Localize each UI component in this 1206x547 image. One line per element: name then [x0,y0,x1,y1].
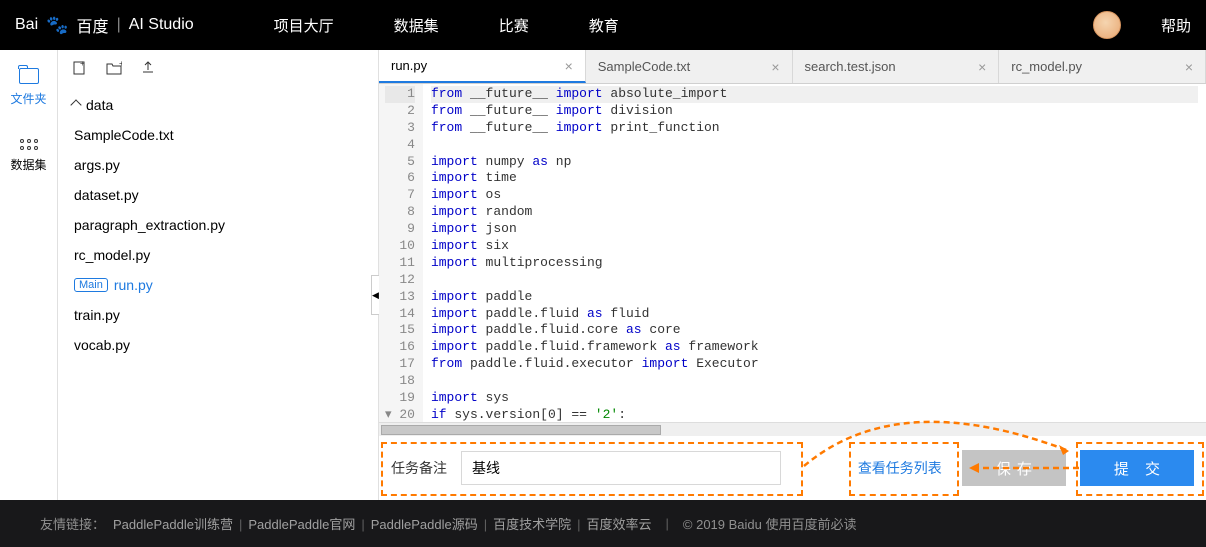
top-nav: Bai 🐾 百度 | AI Studio 项目大厅 数据集 比赛 教育 帮助 [0,0,1206,50]
rail-item[interactable]: 文件夹 [0,50,57,121]
chevron-icon [70,99,81,110]
file-toolbar: + + [58,50,378,86]
main-area: 文件夹数据集 + + data SampleCode.txtargs.pydat… [0,50,1206,500]
tab-label: SampleCode.txt [598,59,691,74]
nav-item[interactable]: 教育 [589,15,619,36]
avatar[interactable] [1093,11,1121,39]
footer: 友情链接： PaddlePaddle训练营|PaddlePaddle官网|Pad… [0,500,1206,547]
folder-name: data [86,97,113,113]
horizontal-scrollbar[interactable] [379,422,1206,436]
file-name: train.py [74,307,120,323]
file-row[interactable]: paragraph_extraction.py [58,210,378,240]
file-row[interactable]: Main run.py [58,270,378,300]
file-name: rc_model.py [74,247,150,263]
folder-row[interactable]: data [58,90,378,120]
footer-prefix: 友情链接： [40,514,105,533]
logo-suffix: AI Studio [129,16,194,34]
editor-tab[interactable]: search.test.json × [793,50,1000,83]
upload-icon[interactable] [140,60,156,76]
footer-link[interactable]: PaddlePaddle训练营 [113,517,233,532]
svg-text:+: + [80,60,85,68]
folder-icon [19,68,39,84]
nav-item[interactable]: 数据集 [394,15,439,36]
paw-icon: 🐾 [46,15,68,36]
rail-label: 数据集 [10,156,46,173]
rail-item[interactable]: 数据集 [0,121,57,187]
task-note-input[interactable] [461,451,781,485]
code-area[interactable]: 12345678910111213141516171819▾ 202122232… [379,84,1206,422]
code-lines[interactable]: from __future__ import absolute_importfr… [423,84,1206,422]
dots-icon [20,139,38,150]
footer-link[interactable]: 百度技术学院 [493,517,571,532]
nav-item[interactable]: 项目大厅 [274,15,334,36]
copyright: © 2019 Baidu 使用百度前必读 [683,514,857,533]
nav-item[interactable]: 比赛 [499,15,529,36]
close-icon[interactable]: × [771,59,779,75]
file-name: vocab.py [74,337,130,353]
tab-label: rc_model.py [1011,59,1082,74]
left-rail: 文件夹数据集 [0,50,58,500]
gutter: 12345678910111213141516171819▾ 202122232… [379,84,423,422]
collapse-handle[interactable]: ◀ [371,275,379,315]
footer-link[interactable]: PaddlePaddle官网 [248,517,355,532]
file-name: dataset.py [74,187,139,203]
close-icon[interactable]: × [565,58,573,74]
main-badge: Main [74,278,108,292]
file-name: paragraph_extraction.py [74,217,225,233]
tab-label: search.test.json [805,59,896,74]
file-row[interactable]: vocab.py [58,330,378,360]
help-link[interactable]: 帮助 [1161,15,1191,36]
task-panel: 任务备注 查看任务列表 保存 提 交 [379,436,1206,500]
editor-tab[interactable]: rc_model.py × [999,50,1206,83]
submit-button[interactable]: 提 交 [1080,450,1194,486]
file-row[interactable]: train.py [58,300,378,330]
file-tree: data SampleCode.txt args.py dataset.py para… [58,86,378,364]
new-file-icon[interactable]: + [72,60,88,76]
new-folder-icon[interactable]: + [106,60,122,76]
logo-text-secondary: 百度 [77,13,109,37]
file-name: args.py [74,157,120,173]
svg-text:+: + [119,60,122,68]
file-row[interactable]: dataset.py [58,180,378,210]
footer-link[interactable]: 百度效率云 [587,517,652,532]
save-button[interactable]: 保存 [962,450,1066,486]
file-row[interactable]: args.py [58,150,378,180]
tab-bar: run.py×SampleCode.txt×search.test.json×r… [379,50,1206,84]
logo[interactable]: Bai 🐾 百度 | AI Studio [15,13,194,37]
file-row[interactable]: SampleCode.txt [58,120,378,150]
task-label: 任务备注 [391,458,447,478]
view-task-list-link[interactable]: 查看任务列表 [852,458,948,478]
logo-text-primary: Bai [15,16,38,34]
close-icon[interactable]: × [1185,59,1193,75]
editor-tab[interactable]: run.py × [379,50,586,83]
scroll-thumb[interactable] [381,425,661,435]
file-name: SampleCode.txt [74,127,174,143]
file-panel: + + data SampleCode.txt args.py dataset.py… [58,50,378,500]
file-name: run.py [114,277,153,293]
file-row[interactable]: rc_model.py [58,240,378,270]
rail-label: 文件夹 [10,90,46,107]
editor-tab[interactable]: SampleCode.txt × [586,50,793,83]
footer-link[interactable]: PaddlePaddle源码 [371,517,478,532]
tab-label: run.py [391,58,427,73]
editor-area: ◀ run.py×SampleCode.txt×search.test.json… [378,50,1206,500]
close-icon[interactable]: × [978,59,986,75]
